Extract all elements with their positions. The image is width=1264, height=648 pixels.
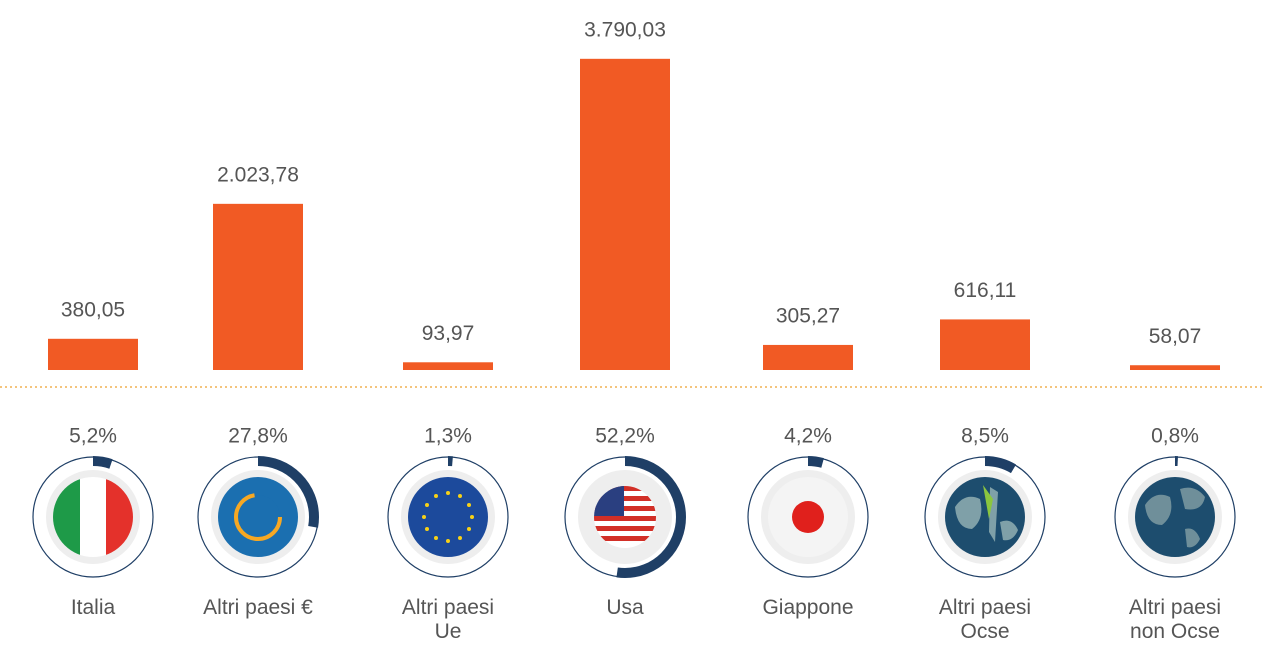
value-label: 58,07 — [1149, 325, 1202, 348]
share-arc — [197, 456, 319, 578]
share-label: 8,5% — [961, 425, 1009, 448]
bar — [48, 338, 138, 370]
bar — [403, 362, 493, 370]
ring-outline — [1114, 456, 1236, 578]
share-arc — [747, 456, 869, 578]
value-label: 616,11 — [954, 279, 1017, 302]
icons — [46, 470, 1222, 564]
category-label: Altri paesi Ue — [401, 596, 495, 643]
bar — [940, 319, 1030, 370]
value-label: 380,05 — [61, 298, 125, 321]
share-label: 0,8% — [1151, 425, 1199, 448]
value-label: 2.023,78 — [217, 163, 299, 186]
share-arc — [924, 456, 1046, 578]
category-label: Altri paesi Ocse — [938, 596, 1032, 643]
bar — [580, 58, 670, 370]
bar — [763, 344, 853, 370]
category-label: Usa — [606, 596, 644, 619]
category-label: Altri paesi non Ocse — [1128, 596, 1222, 643]
value-label: 305,27 — [776, 304, 840, 327]
share-arc — [564, 456, 686, 578]
share-arc — [32, 456, 154, 578]
share-label: 5,2% — [69, 425, 117, 448]
share-label: 1,3% — [424, 425, 472, 448]
category-label: Altri paesi € — [203, 596, 313, 619]
bar — [1130, 365, 1220, 370]
value-label: 3.790,03 — [584, 18, 666, 41]
share-label: 4,2% — [784, 425, 832, 448]
share-arc — [1114, 456, 1236, 578]
value-label: 93,97 — [422, 322, 475, 345]
share-arc — [387, 456, 509, 578]
category-label: Giappone — [762, 596, 854, 619]
category-label: Italia — [70, 596, 116, 619]
bar — [213, 203, 303, 370]
share-label: 52,2% — [595, 425, 655, 448]
share-label: 27,8% — [228, 425, 288, 448]
